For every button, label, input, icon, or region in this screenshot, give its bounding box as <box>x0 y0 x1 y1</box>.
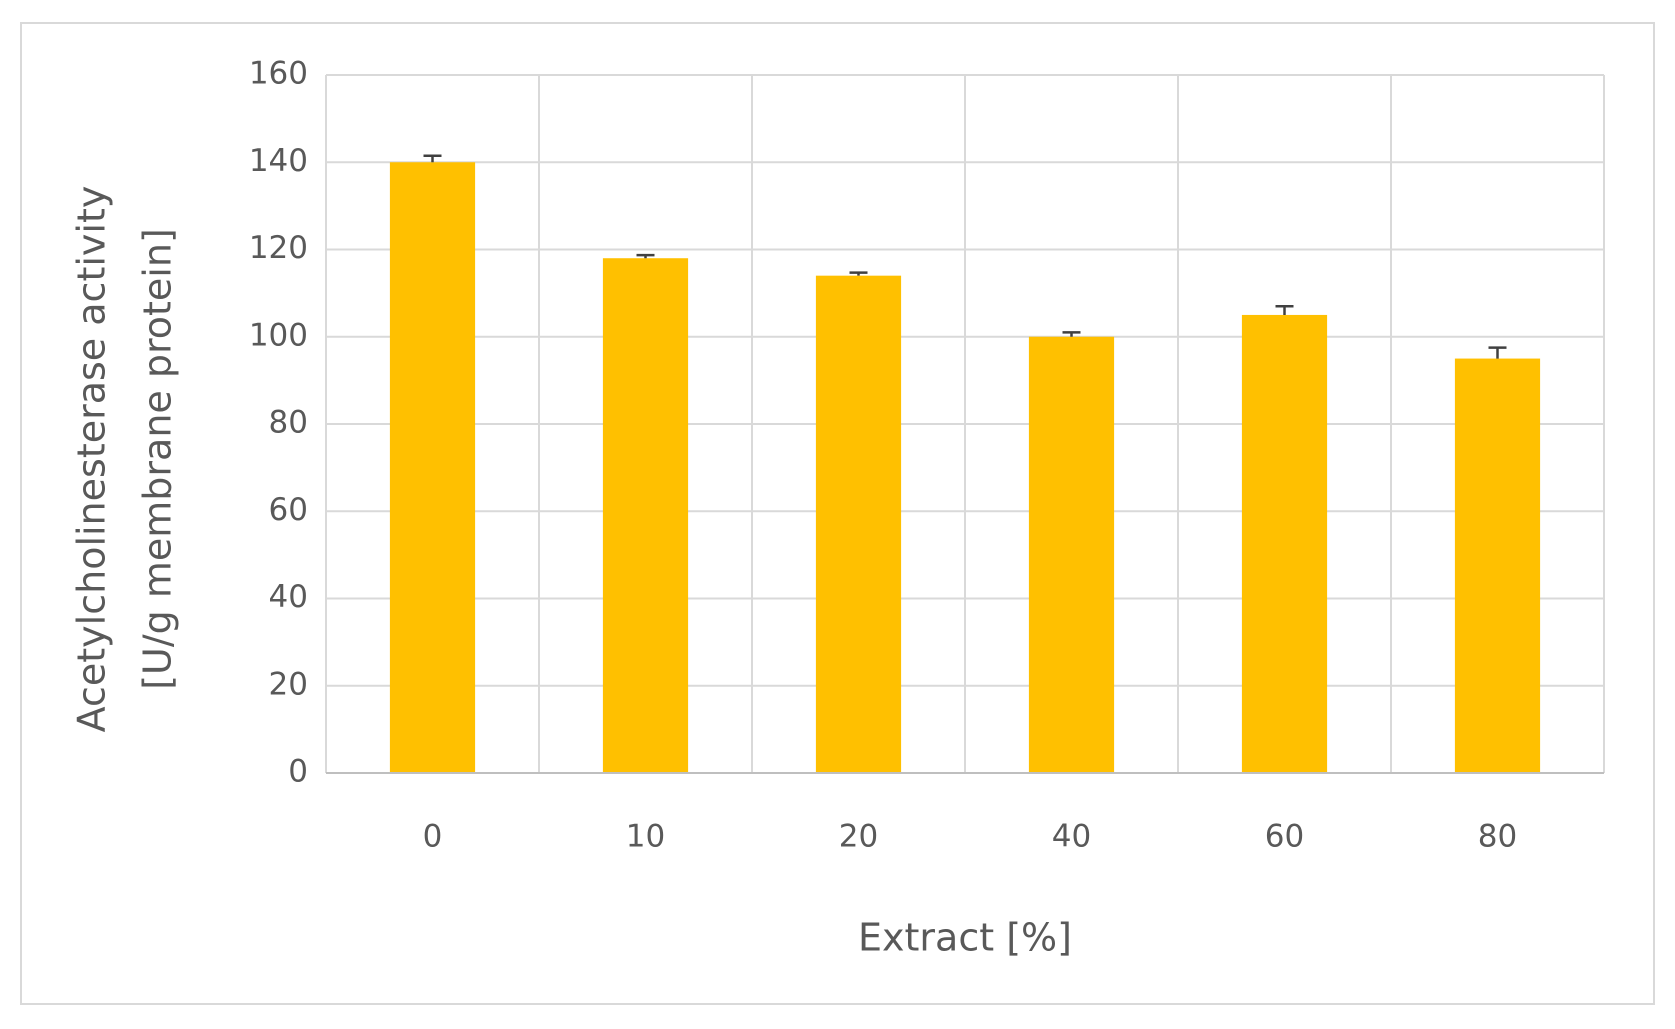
y-tick-label: 0 <box>288 754 308 790</box>
x-tick-label: 60 <box>1265 819 1304 855</box>
y-tick-label: 140 <box>249 143 308 179</box>
y-tick-label: 120 <box>249 230 308 266</box>
y-tick-label: 160 <box>249 56 308 92</box>
x-tick-label: 40 <box>1052 819 1091 855</box>
bar <box>815 275 902 773</box>
x-tick-label: 80 <box>1478 819 1517 855</box>
error-bar <box>1062 331 1081 337</box>
x-axis-title: Extract [%] <box>858 916 1072 960</box>
bar <box>1241 314 1328 773</box>
y-tick-label: 20 <box>269 666 308 702</box>
x-tick-label: 10 <box>626 819 665 855</box>
y-tick-label: 40 <box>269 579 308 615</box>
y-axis-title: [U/g membrane protein] <box>136 228 180 690</box>
bar <box>602 258 689 774</box>
y-tick-label: 80 <box>269 405 308 441</box>
error-bar <box>849 271 868 276</box>
error-bar <box>636 253 655 259</box>
x-tick-label: 0 <box>423 819 443 855</box>
bar <box>1454 358 1541 773</box>
error-bar <box>423 154 442 163</box>
error-bar <box>1275 304 1294 315</box>
y-axis-title: Acetylcholinesterase activity <box>70 186 114 733</box>
y-tick-label: 100 <box>249 317 308 353</box>
error-bar <box>1488 346 1507 359</box>
bar <box>1028 336 1115 773</box>
bar <box>389 162 476 773</box>
y-tick-label: 60 <box>269 492 308 528</box>
x-tick-label: 20 <box>839 819 878 855</box>
